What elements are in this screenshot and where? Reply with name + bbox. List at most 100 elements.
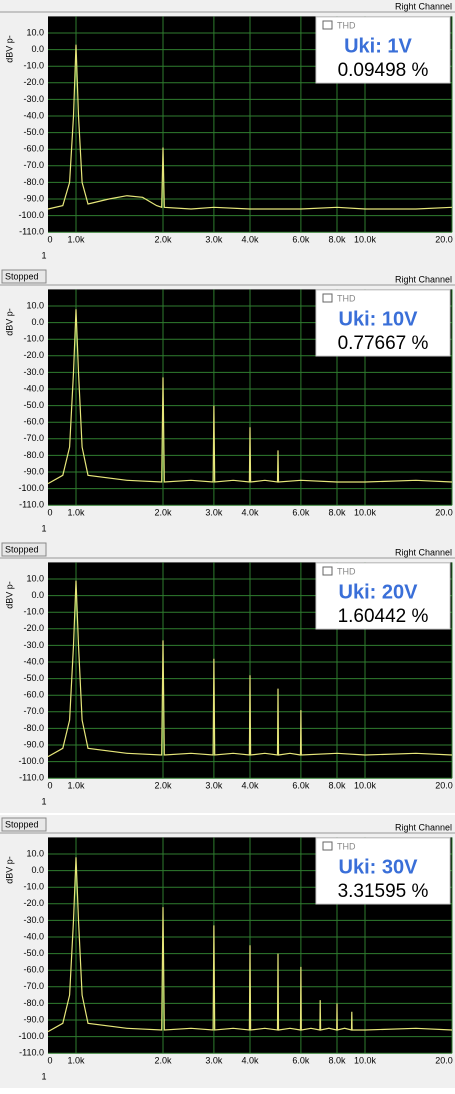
y-tick-label: -110.0	[19, 500, 44, 510]
x-tick-label: 8.0k	[328, 780, 346, 790]
y-axis-label: dBV p-	[4, 581, 14, 609]
status-button[interactable]	[1, 269, 47, 284]
x-tick-label: 20.0	[435, 1055, 453, 1065]
x-tick-label: 4.0k	[241, 234, 259, 244]
y-tick-label: -20.0	[23, 623, 44, 633]
y-tick-label: -30.0	[23, 915, 44, 925]
x-tick-label: 6.0k	[292, 780, 310, 790]
corner-label: 1	[41, 796, 46, 806]
y-tick-label: 10.0	[26, 848, 44, 858]
thd-value: 0.77667 %	[338, 333, 429, 354]
x-tick-label: 1.0k	[67, 234, 85, 244]
y-tick-label: -100.0	[18, 210, 44, 220]
y-tick-label: -100.0	[18, 1031, 44, 1041]
thd-value: 1.60442 %	[338, 606, 429, 627]
y-tick-label: 10.0	[26, 573, 44, 583]
y-tick-label: -110.0	[19, 773, 44, 783]
y-tick-label: -10.0	[23, 61, 44, 71]
y-tick-label: -10.0	[23, 607, 44, 617]
x-tick-label: 10.0k	[354, 780, 377, 790]
x-tick-label: 10.0k	[354, 1055, 377, 1065]
x-tick-label: 2.0k	[154, 780, 172, 790]
y-tick-label: -40.0	[23, 656, 44, 666]
x-tick-label: 2.0k	[154, 1055, 172, 1065]
spectrum-trace	[47, 309, 453, 485]
status-text: Stopped	[5, 544, 39, 554]
x-tick-label: 4.0k	[241, 780, 259, 790]
y-tick-label: -70.0	[23, 160, 44, 170]
analyzer-panel: Stopped Right Channel dBV p- 10.0 0.0 -10.0 -2…	[0, 815, 455, 1088]
y-tick-label: -70.0	[23, 706, 44, 716]
thd-value: 0.09498 %	[338, 60, 429, 81]
y-axis-label: dBV p-	[4, 856, 14, 884]
thd-title: THD	[337, 20, 356, 30]
status-button[interactable]	[1, 817, 47, 832]
y-tick-label: -100.0	[18, 756, 44, 766]
corner-label: 1	[41, 1071, 46, 1081]
y-tick-label: -40.0	[23, 110, 44, 120]
y-axis-label: dBV p-	[4, 35, 14, 63]
thd-icon	[322, 566, 333, 576]
x-tick-label: 2.0k	[154, 234, 172, 244]
y-tick-label: -10.0	[23, 334, 44, 344]
x-tick-label: 8.0k	[328, 1055, 346, 1065]
x-tick-label: 1.0k	[67, 507, 85, 517]
x-tick-label: 6.0k	[292, 507, 310, 517]
channel-label: Right Channel	[395, 547, 452, 557]
analyzer-panel: Right Channel dBV p- 10.0 0.0 -10.0 -20.0 -30.…	[0, 0, 455, 267]
status-button[interactable]	[1, 542, 47, 557]
x-tick-label: 10.0k	[354, 507, 377, 517]
x-tick-label: 3.0k	[205, 1055, 223, 1065]
y-tick-label: 10.0	[26, 27, 44, 37]
x-tick-label: 3.0k	[205, 234, 223, 244]
x-tick-label: 20.0	[435, 507, 453, 517]
y-tick-label: -60.0	[23, 144, 44, 154]
status-text: Stopped	[5, 819, 39, 829]
thd-annotation: Uki: 30V	[339, 856, 419, 878]
spectrum-trace	[47, 580, 453, 758]
thd-value: 3.31595 %	[338, 881, 429, 902]
corner-label: 1	[41, 250, 46, 260]
y-tick-label: 0.0	[31, 317, 44, 327]
y-tick-label: -30.0	[23, 367, 44, 377]
corner-label: 1	[41, 523, 46, 533]
y-tick-label: -60.0	[23, 417, 44, 427]
thd-icon	[322, 20, 333, 30]
y-tick-label: -60.0	[23, 965, 44, 975]
analyzer-panel: Stopped Right Channel dBV p- 10.0 0.0 -10.0 -2…	[0, 540, 455, 813]
x-tick-label: 3.0k	[205, 780, 223, 790]
y-tick-label: -90.0	[23, 739, 44, 749]
thd-title: THD	[337, 841, 356, 851]
thd-box	[315, 562, 451, 630]
x-edge-label: 0	[47, 780, 52, 790]
x-tick-label: 2.0k	[154, 507, 172, 517]
analyzer-panel: Stopped Right Channel dBV p- 10.0 0.0 -10.0 -2…	[0, 267, 455, 540]
y-tick-label: -50.0	[23, 948, 44, 958]
y-tick-label: -20.0	[23, 350, 44, 360]
y-tick-label: 0.0	[31, 590, 44, 600]
x-tick-label: 3.0k	[205, 507, 223, 517]
x-tick-label: 20.0	[435, 234, 453, 244]
y-tick-label: -90.0	[23, 466, 44, 476]
y-tick-label: -10.0	[23, 882, 44, 892]
y-tick-label: -90.0	[23, 193, 44, 203]
x-edge-label: 0	[47, 507, 52, 517]
spectrum-trace	[47, 44, 453, 210]
x-tick-label: 20.0	[435, 780, 453, 790]
thd-box	[315, 289, 451, 357]
y-tick-label: -30.0	[23, 94, 44, 104]
thd-title: THD	[337, 566, 356, 576]
thd-icon	[322, 841, 333, 851]
y-tick-label: -80.0	[23, 177, 44, 187]
spectrum-trace	[47, 857, 453, 1033]
x-tick-label: 8.0k	[328, 507, 346, 517]
thd-annotation: Uki: 1V	[344, 35, 412, 57]
x-tick-label: 6.0k	[292, 1055, 310, 1065]
y-tick-label: -60.0	[23, 690, 44, 700]
x-edge-label: 0	[47, 1055, 52, 1065]
x-edge-label: 0	[47, 234, 52, 244]
x-tick-label: 10.0k	[354, 234, 377, 244]
y-tick-label: -90.0	[23, 1014, 44, 1024]
y-tick-label: -50.0	[23, 400, 44, 410]
